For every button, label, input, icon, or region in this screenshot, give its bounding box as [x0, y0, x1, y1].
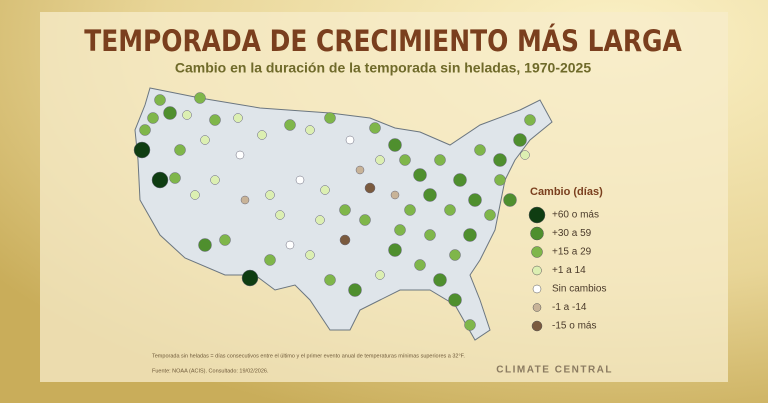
station-dot [200, 135, 210, 145]
footnote-source: Fuente: NOAA (ACIS). Consultado: 19/02/2… [152, 368, 269, 374]
station-dot [399, 154, 411, 166]
subtitle: Cambio en la duración de la temporada si… [175, 60, 591, 76]
station-dot [388, 138, 402, 152]
station-dot [151, 171, 169, 189]
station-dot [315, 215, 325, 225]
station-dot [264, 254, 276, 266]
station-dot [493, 153, 507, 167]
station-dot [388, 243, 402, 257]
station-dot [348, 283, 362, 297]
legend-swatch [531, 246, 543, 258]
station-dot [295, 175, 305, 185]
station-dot [163, 106, 177, 120]
station-dot [503, 193, 517, 207]
legend-label: +15 a 29 [552, 247, 592, 258]
station-dot [414, 259, 426, 271]
station-dot [355, 165, 365, 175]
legend-swatch [528, 206, 546, 224]
station-dot [484, 209, 496, 221]
legend-label: -1 a -14 [552, 302, 587, 313]
station-dot [513, 133, 527, 147]
station-dot [464, 319, 476, 331]
station-dot [390, 190, 400, 200]
station-dot [413, 168, 427, 182]
station-dot [285, 240, 295, 250]
station-dot [169, 172, 181, 184]
legend-label: +30 a 59 [552, 228, 592, 239]
station-dot [305, 250, 315, 260]
station-dot [320, 185, 330, 195]
station-dot [375, 270, 385, 280]
legend-label: -15 o más [552, 321, 596, 332]
station-dot [241, 269, 259, 287]
station-dot [424, 229, 436, 241]
station-dot [449, 249, 461, 261]
station-dot [210, 175, 220, 185]
station-dot [194, 92, 206, 104]
station-dot [235, 150, 245, 160]
station-dot [468, 193, 482, 207]
station-dot [364, 182, 376, 194]
station-dot [394, 224, 406, 236]
station-dot [190, 190, 200, 200]
station-dot [474, 144, 486, 156]
station-dot [359, 214, 371, 226]
station-dot [524, 114, 536, 126]
legend-swatch [530, 226, 544, 241]
legend-swatch [532, 284, 542, 294]
station-dot [339, 204, 351, 216]
station-dot [198, 238, 212, 252]
station-dot [423, 188, 437, 202]
station-dot [174, 144, 186, 156]
station-dot [369, 122, 381, 134]
station-dot [448, 293, 462, 307]
station-dot [139, 124, 151, 136]
station-dot [284, 119, 296, 131]
station-dot [265, 190, 275, 200]
station-dot [257, 130, 267, 140]
legend-swatch [531, 320, 543, 332]
legend-label: Sin cambios [552, 284, 606, 295]
station-dot [182, 110, 192, 120]
station-dot [147, 112, 159, 124]
station-dot [219, 234, 231, 246]
station-dot [433, 273, 447, 287]
title: TEMPORADA DE CRECIMIENTO MÁS LARGA [84, 24, 682, 58]
station-dot [209, 114, 221, 126]
station-dot [240, 195, 250, 205]
station-dot [520, 150, 530, 160]
footnote-definition: Temporada sin heladas = días consecutivo… [152, 353, 465, 359]
station-dot [434, 154, 446, 166]
station-dot [233, 113, 243, 123]
station-dot [444, 204, 456, 216]
legend-label: +1 a 14 [552, 265, 586, 276]
legend-swatch [532, 303, 542, 312]
legend-title: Cambio (días) [530, 186, 603, 198]
station-dot [324, 274, 336, 286]
station-dot [324, 112, 336, 124]
station-dot [345, 135, 355, 145]
brand: CLIMATE CENTRAL [496, 365, 613, 376]
station-dot [375, 155, 385, 165]
station-dot [305, 125, 315, 135]
station-dot [453, 173, 467, 187]
station-dot [404, 204, 416, 216]
station-dot [339, 234, 351, 246]
station-dot [463, 228, 477, 242]
legend-swatch [532, 265, 542, 276]
station-dot [275, 210, 285, 220]
station-dot [154, 94, 166, 106]
station-dot [133, 141, 151, 159]
station-dot [494, 174, 506, 186]
legend-label: +60 o más [552, 210, 599, 221]
